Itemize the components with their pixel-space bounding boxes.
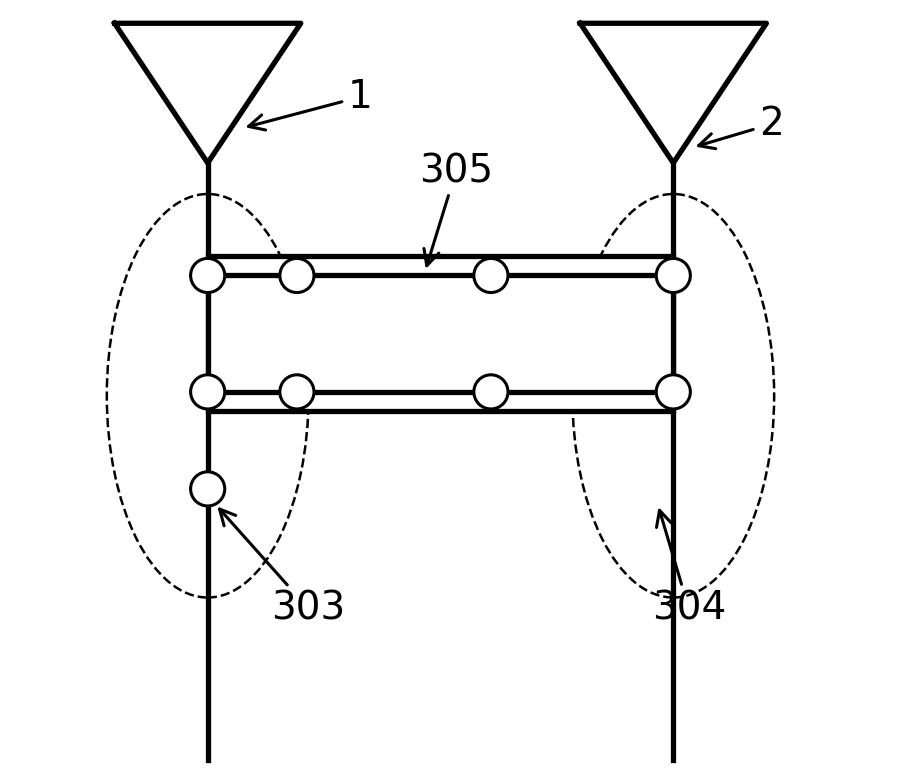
Circle shape — [280, 258, 313, 293]
Bar — [208, 256, 672, 411]
Polygon shape — [579, 23, 765, 163]
Circle shape — [190, 375, 224, 409]
Circle shape — [190, 258, 224, 293]
Circle shape — [656, 375, 690, 409]
Circle shape — [474, 258, 507, 293]
Text: 304: 304 — [651, 511, 725, 628]
Text: 303: 303 — [220, 509, 345, 628]
Text: 2: 2 — [698, 106, 783, 149]
Text: 305: 305 — [418, 152, 493, 265]
Circle shape — [190, 472, 224, 506]
Circle shape — [656, 258, 690, 293]
Circle shape — [280, 375, 313, 409]
Circle shape — [474, 375, 507, 409]
Polygon shape — [115, 23, 301, 163]
Text: 1: 1 — [249, 78, 372, 130]
